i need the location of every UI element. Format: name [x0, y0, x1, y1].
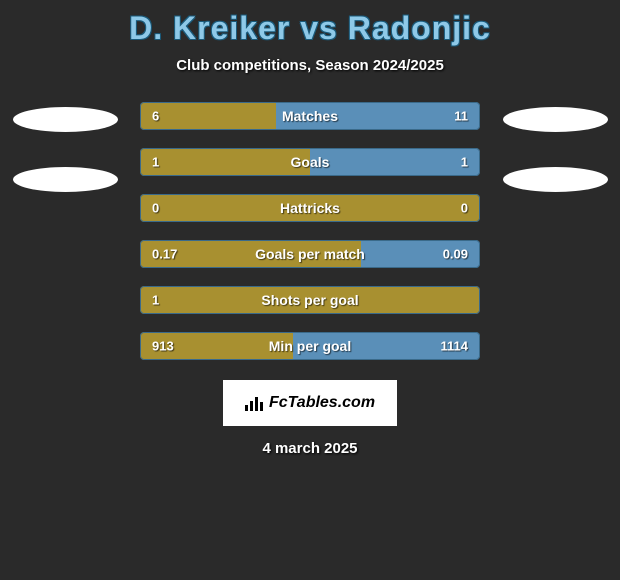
left-player-crest-2	[13, 167, 118, 192]
page-subtitle: Club competitions, Season 2024/2025	[0, 57, 620, 74]
left-player-side	[5, 102, 125, 192]
metric-row: 0.17 0.09 Goals per match	[140, 240, 480, 268]
metric-right-value: 0.09	[443, 247, 468, 262]
metric-left-value: 1	[152, 155, 159, 170]
bar-right-fill	[310, 148, 480, 176]
logo-text: FcTables.com	[269, 394, 375, 412]
metric-right-value: 0	[461, 201, 468, 216]
comparison-bars: 611Matches11Goals00Hattricks0.170.09Goal…	[125, 102, 495, 360]
metric-row: 1 1 Goals	[140, 148, 480, 176]
metric-left-value: 6	[152, 109, 159, 124]
metric-label: Goals per match	[255, 246, 365, 262]
bar-left-fill	[140, 102, 276, 130]
metric-label: Matches	[282, 108, 338, 124]
date-text: 4 march 2025	[0, 440, 620, 457]
metric-label: Min per goal	[269, 338, 351, 354]
bar-left-fill	[140, 148, 310, 176]
metric-label: Goals	[291, 154, 330, 170]
logo-bars-icon	[245, 395, 263, 411]
metric-left-value: 913	[152, 339, 174, 354]
right-player-crest-1	[503, 107, 608, 132]
metric-label: Hattricks	[280, 200, 340, 216]
metric-left-value: 0.17	[152, 247, 177, 262]
metric-row: 913 1114 Min per goal	[140, 332, 480, 360]
metric-row: 1 Shots per goal	[140, 286, 480, 314]
right-player-crest-2	[503, 167, 608, 192]
metric-label: Shots per goal	[261, 292, 358, 308]
metric-left-value: 0	[152, 201, 159, 216]
metric-row: 6 11 Matches	[140, 102, 480, 130]
metric-right-value: 11	[454, 109, 468, 124]
logo-container: FcTables.com	[0, 380, 620, 426]
page-title: D. Kreiker vs Radonjic	[0, 0, 620, 47]
comparison-content: 611Matches11Goals00Hattricks0.170.09Goal…	[0, 102, 620, 360]
fctables-logo: FcTables.com	[223, 380, 397, 426]
right-player-side	[495, 102, 615, 192]
left-player-crest-1	[13, 107, 118, 132]
metric-row: 0 0 Hattricks	[140, 194, 480, 222]
metric-right-value: 1	[461, 155, 468, 170]
metric-left-value: 1	[152, 293, 159, 308]
metric-right-value: 1114	[441, 339, 469, 354]
